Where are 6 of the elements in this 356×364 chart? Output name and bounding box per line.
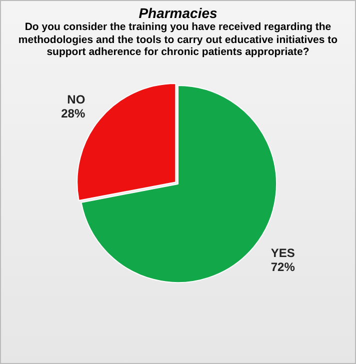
- slice-label: YES: [270, 246, 295, 260]
- slice-label: NO: [67, 92, 86, 106]
- data-label: 72%: [270, 260, 296, 274]
- chart-subtitle: Do you consider the training you have received regarding the methodologies and the tools to carry out educative initiatives to support adherence for chronic patients appropriate?: [17, 21, 339, 59]
- chart-title: Pharmacies: [138, 5, 218, 21]
- data-label: 28%: [61, 106, 86, 120]
